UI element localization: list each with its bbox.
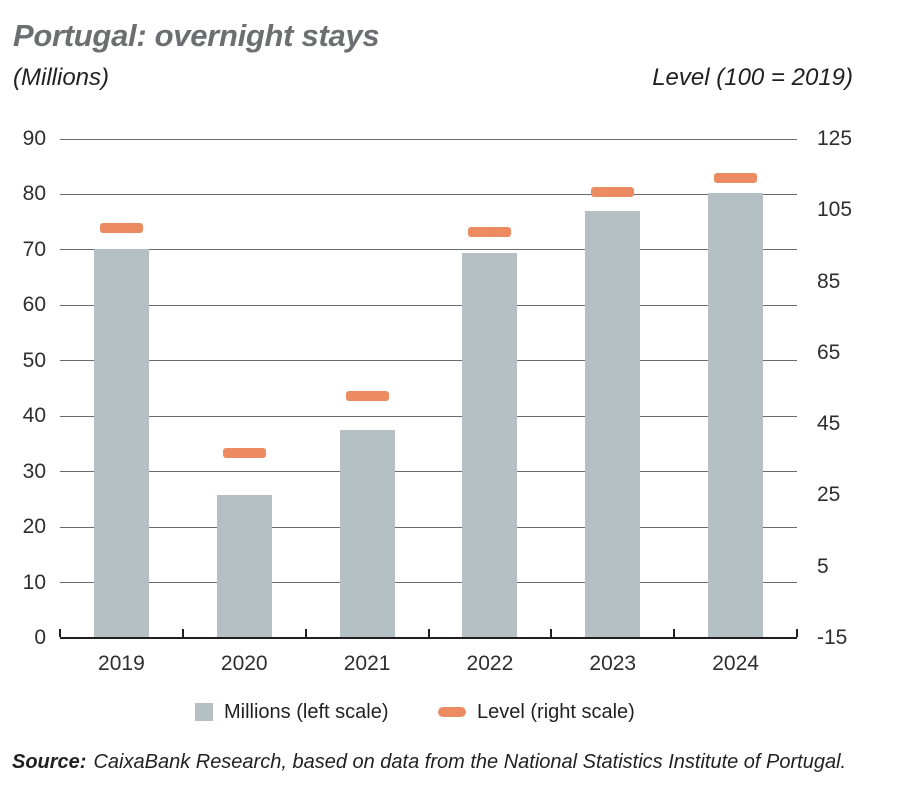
gridline-70 <box>60 249 797 251</box>
x-axis-label-2020: 2020 <box>220 652 268 675</box>
right-axis-unit-label: Level (100 = 2019) <box>652 64 853 91</box>
gridline-10 <box>60 582 797 584</box>
source-line: Source: CaixaBank Research, based on data… <box>12 751 846 774</box>
x-axis-tick <box>427 629 430 637</box>
gridline-50 <box>60 360 797 362</box>
x-axis-line <box>60 637 797 639</box>
x-axis-tick <box>304 629 307 637</box>
x-axis-label-2019: 2019 <box>98 652 145 675</box>
legend-dash-swatch <box>438 707 466 717</box>
x-axis-tick <box>796 629 798 637</box>
x-axis-label-2022: 2022 <box>466 652 514 675</box>
level-dash-2023 <box>591 187 635 198</box>
level-dash-2019 <box>99 223 143 234</box>
left-axis-tick-label-70: 70 <box>22 237 46 261</box>
legend-item-millions: Millions (left scale) <box>195 701 388 723</box>
bar-2019 <box>93 248 149 638</box>
right-axis-tick-label-125: 125 <box>817 127 853 150</box>
right-axis-tick-label-65: 65 <box>817 340 841 364</box>
legend-bar-swatch <box>195 703 213 721</box>
left-axis-tick-label-10: 10 <box>22 570 46 594</box>
gridline-20 <box>60 526 797 528</box>
level-dash-2020 <box>222 447 266 458</box>
left-axis-unit-label: (Millions) <box>13 64 109 91</box>
right-axis-tick-label-85: 85 <box>817 269 841 293</box>
legend-label-level: Level (right scale) <box>477 700 635 723</box>
level-dash-2022 <box>468 226 512 237</box>
right-axis-tick-label-5: 5 <box>817 554 829 578</box>
bar-2021 <box>339 430 395 638</box>
left-axis-tick-label-20: 20 <box>22 515 46 539</box>
right-axis-tick-label--15: -15 <box>817 626 848 649</box>
source-text: CaixaBank Research, based on data from t… <box>93 751 847 773</box>
chart-title: Portugal: overnight stays <box>13 18 380 53</box>
left-axis-tick-label-50: 50 <box>22 348 46 372</box>
x-axis-tick <box>550 629 553 637</box>
x-axis-label-2023: 2023 <box>589 652 637 675</box>
gridline-30 <box>60 471 797 473</box>
bar-2020 <box>216 494 272 638</box>
gridline-80 <box>60 193 797 195</box>
left-axis-tick-label-80: 80 <box>22 182 46 206</box>
x-axis-label-2024: 2024 <box>712 652 759 675</box>
legend-label-millions: Millions (left scale) <box>224 700 389 723</box>
right-axis-tick-label-25: 25 <box>817 483 841 507</box>
legend-item-level: Level (right scale) <box>438 701 635 723</box>
source-label: Source: <box>12 751 87 773</box>
x-axis-tick <box>673 629 676 637</box>
bar-2023 <box>585 210 641 638</box>
left-axis-tick-label-30: 30 <box>22 459 46 483</box>
gridline-60 <box>60 304 797 306</box>
chart-legend: Millions (left scale) Level (right scale… <box>0 701 900 723</box>
gridline-40 <box>60 415 797 417</box>
x-axis-tick <box>181 629 184 637</box>
level-dash-2021 <box>345 390 389 401</box>
level-dash-2024 <box>714 173 758 184</box>
x-axis-tick <box>59 629 61 637</box>
gridline-90 <box>60 138 797 140</box>
left-axis-tick-label-40: 40 <box>22 404 46 428</box>
left-axis-tick-label-60: 60 <box>22 293 46 317</box>
right-axis-tick-label-105: 105 <box>817 198 853 222</box>
bar-2022 <box>462 252 518 638</box>
left-axis-tick-label-0: 0 <box>34 626 46 649</box>
bar-2024 <box>708 192 764 638</box>
left-axis-tick-label-90: 90 <box>22 127 46 150</box>
right-axis-tick-label-45: 45 <box>817 412 841 436</box>
x-axis-label-2021: 2021 <box>343 652 391 675</box>
